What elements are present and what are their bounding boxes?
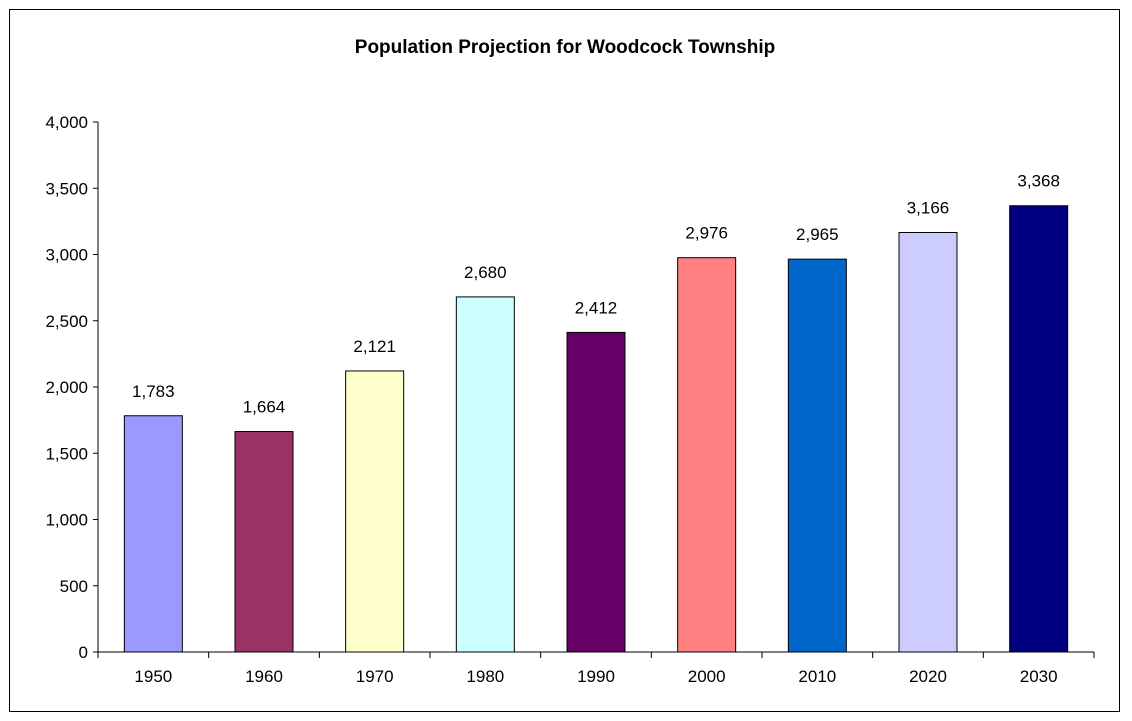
data-label-1990: 2,412 — [575, 298, 618, 317]
chart-frame: Population Projection for Woodcock Towns… — [9, 9, 1120, 712]
x-tick-label: 2000 — [688, 667, 726, 686]
data-label-1980: 2,680 — [464, 263, 507, 282]
data-label-1970: 2,121 — [353, 337, 396, 356]
y-tick-label: 1,500 — [45, 444, 88, 463]
y-tick-label: 2,500 — [45, 312, 88, 331]
data-label-2000: 2,976 — [685, 224, 728, 243]
data-label-1960: 1,664 — [243, 398, 286, 417]
bar-1970 — [345, 370, 405, 653]
y-tick-label: 500 — [60, 577, 88, 596]
y-tick-label: 1,000 — [45, 511, 88, 530]
x-tick-label: 1990 — [577, 667, 615, 686]
bar-2030 — [1009, 205, 1069, 653]
x-tick-label: 1980 — [466, 667, 504, 686]
y-tick-label: 3,000 — [45, 246, 88, 265]
bar-1950 — [123, 415, 183, 653]
y-tick-label: 0 — [79, 643, 88, 662]
x-tick-label: 2010 — [798, 667, 836, 686]
y-tick-label: 4,000 — [45, 113, 88, 132]
bar-1960 — [234, 431, 294, 653]
data-label-2010: 2,965 — [796, 225, 839, 244]
data-label-2030: 3,368 — [1017, 172, 1060, 191]
bar-2010 — [787, 258, 847, 653]
y-tick-label: 2,000 — [45, 378, 88, 397]
x-tick-label: 1950 — [134, 667, 172, 686]
x-tick-label: 2020 — [909, 667, 947, 686]
bar-1990 — [566, 331, 626, 653]
bar-2020 — [898, 232, 958, 653]
chart-title: Population Projection for Woodcock Towns… — [355, 37, 775, 58]
bar-2000 — [677, 257, 737, 653]
x-tick-label: 2030 — [1020, 667, 1058, 686]
bars — [123, 205, 1069, 653]
x-tick-label: 1970 — [356, 667, 394, 686]
data-label-1950: 1,783 — [132, 382, 175, 401]
axes: 0 500 1,000 1,500 2,000 2,500 3,000 3,500 4,000 1… — [45, 113, 1095, 686]
bar-1980 — [455, 296, 515, 653]
bar-chart: Population Projection for Woodcock Towns… — [45, 37, 1095, 686]
x-tick-label: 1960 — [245, 667, 283, 686]
data-labels: 1,783 1,664 2,121 2,680 2,412 2,976 2,965 3,166… — [132, 172, 1060, 417]
y-tick-label: 3,500 — [45, 179, 88, 198]
data-label-2020: 3,166 — [907, 199, 950, 218]
